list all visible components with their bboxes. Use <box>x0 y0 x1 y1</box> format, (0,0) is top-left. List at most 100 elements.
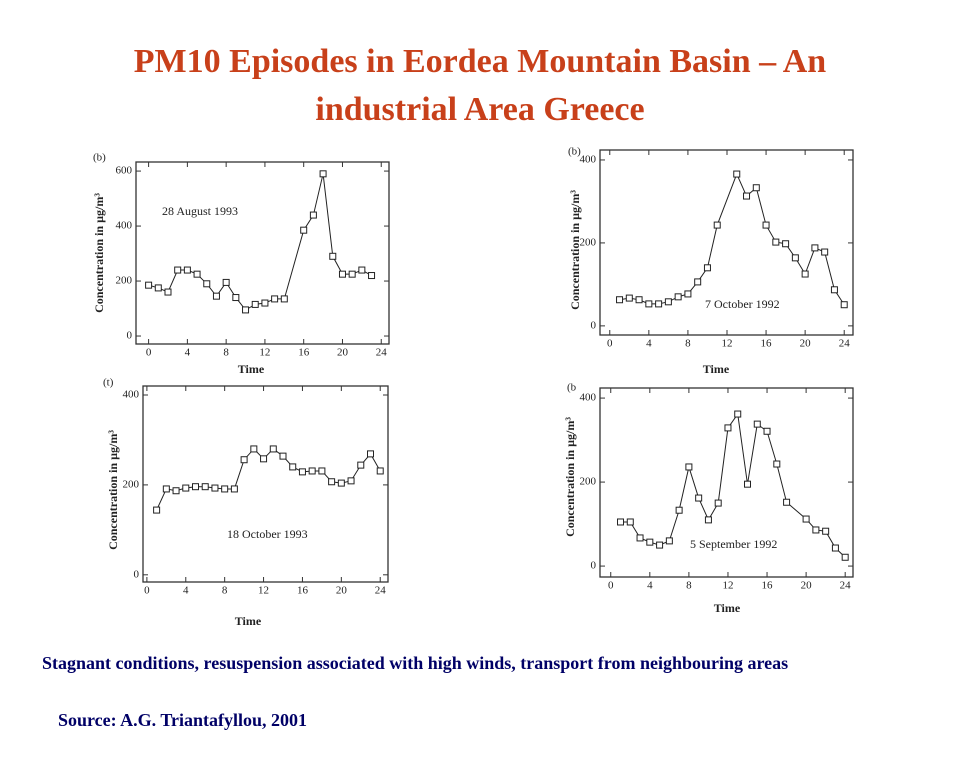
x-tick-label: 0 <box>608 580 614 592</box>
x-tick-label: 20 <box>800 338 812 350</box>
x-tick-label: 0 <box>607 338 613 350</box>
data-point <box>269 445 277 453</box>
source: Source: A.G. Triantafyllou, 2001 <box>58 710 308 730</box>
data-point <box>192 483 199 491</box>
data-point <box>242 306 250 314</box>
data-point <box>201 483 209 491</box>
data-point <box>791 254 799 262</box>
data-point <box>616 296 624 304</box>
data-point <box>182 484 190 492</box>
data-point <box>762 221 770 229</box>
data-point <box>230 485 238 493</box>
data-point <box>772 238 780 246</box>
data-point <box>337 479 345 487</box>
x-tick-label: 16 <box>298 347 310 359</box>
data-point <box>376 467 384 475</box>
x-tick-label: 0 <box>146 347 152 359</box>
data-point <box>841 553 849 561</box>
caption: Stagnant conditions, resuspension associ… <box>42 653 789 673</box>
data-point <box>211 484 219 492</box>
data-point <box>145 281 153 289</box>
x-tick-label: 8 <box>685 338 691 350</box>
data-point <box>300 226 308 234</box>
data-point <box>183 266 191 274</box>
data-point <box>656 541 664 549</box>
x-tick-label: 16 <box>761 338 773 350</box>
x-tick-label: 12 <box>259 347 270 359</box>
data-point <box>164 288 172 296</box>
data-point <box>617 518 625 526</box>
annotation: 18 October 1993 <box>227 527 308 541</box>
data-point <box>318 467 326 475</box>
data-point <box>646 538 654 546</box>
x-tick-label: 8 <box>222 585 228 597</box>
y-tick-label: 200 <box>116 275 133 287</box>
data-point <box>261 299 269 307</box>
data-point <box>222 278 230 286</box>
data-point <box>822 527 830 535</box>
data-point <box>830 286 838 294</box>
slide-title: PM10 Episodes in Eordea Mountain Basin –… <box>133 43 827 128</box>
data-point <box>802 515 810 523</box>
x-tick-label: 8 <box>223 347 229 359</box>
panel-label: (t) <box>103 377 114 389</box>
data-point <box>368 272 376 280</box>
x-tick-label: 4 <box>183 585 189 597</box>
y-tick-label: 400 <box>580 392 597 404</box>
data-point <box>212 292 220 300</box>
data-point <box>232 294 240 302</box>
data-point <box>674 293 682 301</box>
data-point <box>260 455 268 463</box>
panel-label: (b) <box>93 152 106 164</box>
data-point <box>626 518 634 526</box>
data-point <box>695 494 703 502</box>
series-line <box>148 173 372 311</box>
data-point <box>783 498 791 506</box>
y-tick-label: 0 <box>591 560 597 572</box>
x-tick-label: 4 <box>647 580 653 592</box>
x-tick-label: 24 <box>376 347 388 359</box>
x-tick-label: 12 <box>722 580 733 592</box>
x-tick-label: 20 <box>337 347 349 359</box>
y-tick-label: 200 <box>580 476 597 488</box>
data-point <box>154 284 162 292</box>
data-point <box>338 270 346 278</box>
panel-label: (b) <box>568 146 581 158</box>
annotation: 5 September 1992 <box>690 537 777 551</box>
y-tick-label: 400 <box>123 389 140 401</box>
plot-frame <box>135 161 390 345</box>
data-point <box>193 270 201 278</box>
y-axis-label: Concentration in µg/m³ <box>92 193 106 313</box>
data-point <box>713 221 721 229</box>
y-tick-label: 200 <box>580 236 597 248</box>
data-point <box>172 487 180 495</box>
x-axis-label: Time <box>238 362 265 376</box>
series-line <box>619 172 845 305</box>
data-point <box>358 266 366 274</box>
data-point <box>665 537 673 545</box>
data-point <box>357 461 365 469</box>
data-point <box>309 211 317 219</box>
data-point <box>328 478 336 486</box>
data-point <box>636 534 644 542</box>
data-point <box>664 298 672 306</box>
panel-label: (b <box>567 382 577 394</box>
data-point <box>752 184 760 192</box>
data-point <box>174 266 182 274</box>
data-point <box>734 410 742 418</box>
data-point <box>655 300 663 308</box>
x-tick-label: 24 <box>375 585 387 597</box>
series-line <box>156 448 381 511</box>
data-point <box>821 248 829 256</box>
x-axis-label: Time <box>714 601 741 615</box>
y-tick-label: 200 <box>123 478 140 490</box>
y-tick-label: 0 <box>591 319 597 331</box>
data-point <box>645 300 653 308</box>
x-axis-label: Time <box>703 362 730 376</box>
data-point <box>773 460 781 468</box>
data-point <box>763 427 771 435</box>
data-point <box>812 526 820 534</box>
data-point <box>367 450 374 458</box>
